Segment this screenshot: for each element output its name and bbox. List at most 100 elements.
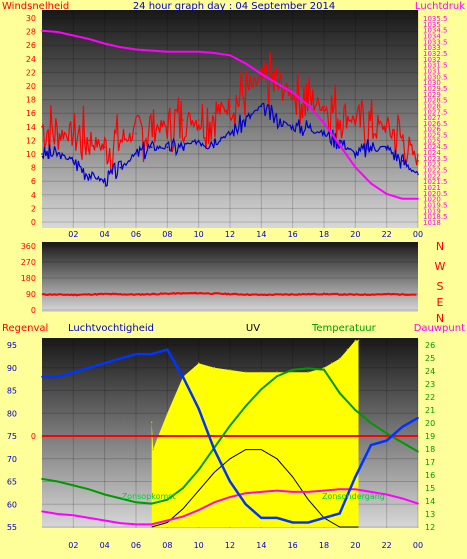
x-tick-label: 18 (319, 230, 329, 239)
x-tick-label: 22 (382, 541, 392, 550)
temperature-point (370, 422, 372, 424)
humidity-point (56, 376, 59, 378)
gust-point (182, 146, 184, 148)
compass-label: N (436, 312, 444, 325)
temperature-point (323, 368, 325, 371)
uv-point (291, 371, 294, 374)
y-tick-right: 1029.5 (423, 85, 448, 93)
humidity-tick: 65 (7, 478, 17, 487)
dewpoint-point (307, 491, 310, 493)
temperature-point (103, 493, 106, 496)
y-tick-right: 1019 (423, 207, 441, 215)
wind-point (72, 132, 75, 135)
y-tick-right: 1035.5 (423, 15, 448, 23)
temperature-point (417, 450, 419, 453)
pressure-point (150, 49, 153, 52)
uv-point (331, 362, 333, 365)
pressure-point (323, 122, 325, 124)
humidity-point (182, 376, 184, 378)
y-tick-right: 1026.5 (423, 120, 448, 128)
y-tick-right: 1034 (423, 32, 441, 40)
temperature-tick: 19 (425, 432, 435, 441)
x-tick-label: 12 (225, 541, 235, 550)
gust-point (88, 173, 90, 176)
humidity-point (338, 512, 341, 515)
pressure-point (370, 182, 372, 185)
wind-point (260, 78, 263, 80)
humidity-point (260, 517, 263, 519)
temperature-point (182, 487, 184, 489)
dewpoint-point (213, 501, 216, 504)
pressure-point (401, 197, 404, 200)
uv-point (260, 371, 263, 374)
temperature-point (291, 368, 294, 371)
uv-point (346, 348, 349, 351)
gust-point (354, 153, 357, 155)
wind-point (401, 139, 404, 142)
humidity-point (197, 407, 200, 410)
y-tick-right: 1033 (423, 44, 441, 52)
y-tick-right: 1030.5 (423, 73, 448, 81)
y-tick-right: 1018.5 (423, 213, 448, 221)
pressure-point (291, 91, 294, 94)
wind-point (103, 146, 106, 148)
pressure-label: Luchtdruk (415, 1, 465, 12)
temperature-tick: 25 (425, 354, 435, 363)
dewpoint-point (150, 523, 153, 526)
humidity-point (88, 366, 90, 369)
y-tick-right: 1031 (423, 67, 441, 75)
gust-point (338, 139, 341, 142)
x-tick-label: 20 (350, 230, 360, 239)
humidity-tick: 95 (7, 341, 17, 350)
gust-point (166, 146, 169, 148)
gust-point (323, 132, 325, 135)
y-tick-right: 1018 (423, 219, 441, 227)
dewpoint-point (323, 489, 325, 492)
gust-point (213, 139, 216, 142)
humidity-point (385, 439, 388, 442)
x-tick-label: 00 (413, 230, 423, 239)
gust-point (197, 139, 200, 142)
dewpoint-point (88, 517, 90, 519)
humidity-point (291, 521, 294, 524)
temperature-tick: 17 (425, 458, 435, 467)
wind-point (56, 132, 59, 135)
y-tick-left: 22 (26, 68, 36, 77)
temperature-point (307, 367, 310, 370)
y-tick-right: 1020 (423, 196, 441, 204)
humidity-point (276, 517, 278, 519)
temperature-tick: 14 (425, 497, 435, 506)
y-tick-left: 24 (26, 55, 36, 64)
humidity-point (307, 521, 310, 524)
gust-point (385, 146, 388, 148)
compass-label: E (437, 296, 444, 309)
page-title: 24 hour graph day : 04 September 2014 (133, 1, 335, 12)
x-tick-label: 18 (319, 541, 329, 550)
gust-point (103, 180, 106, 182)
direction-tick: 180 (21, 274, 36, 283)
wind-speed-line (41, 51, 419, 175)
compass-label: S (437, 280, 444, 293)
direction-tick: 0 (31, 306, 36, 315)
dewpoint-point (166, 519, 169, 522)
wind-direction-line (41, 291, 417, 297)
y-tick-right: 1033.5 (423, 38, 448, 46)
wind-point (354, 119, 357, 121)
dewpoint-point (41, 510, 43, 513)
x-tick-label: 16 (288, 230, 298, 239)
temperature-point (338, 392, 341, 394)
uv-point (152, 448, 155, 451)
uv-point (213, 366, 216, 369)
humidity-point (229, 480, 231, 483)
humidity-point (244, 503, 247, 506)
temperature-point (260, 388, 263, 391)
gust-point (417, 173, 419, 176)
gust-point (291, 126, 294, 128)
pressure-point (135, 48, 137, 51)
dewpoint-point (354, 488, 357, 491)
y-tick-left: 28 (26, 28, 36, 37)
humidity-label: Luchtvochtigheid (68, 323, 154, 334)
temperature-tick: 26 (425, 341, 435, 350)
humidity-point (417, 417, 419, 419)
